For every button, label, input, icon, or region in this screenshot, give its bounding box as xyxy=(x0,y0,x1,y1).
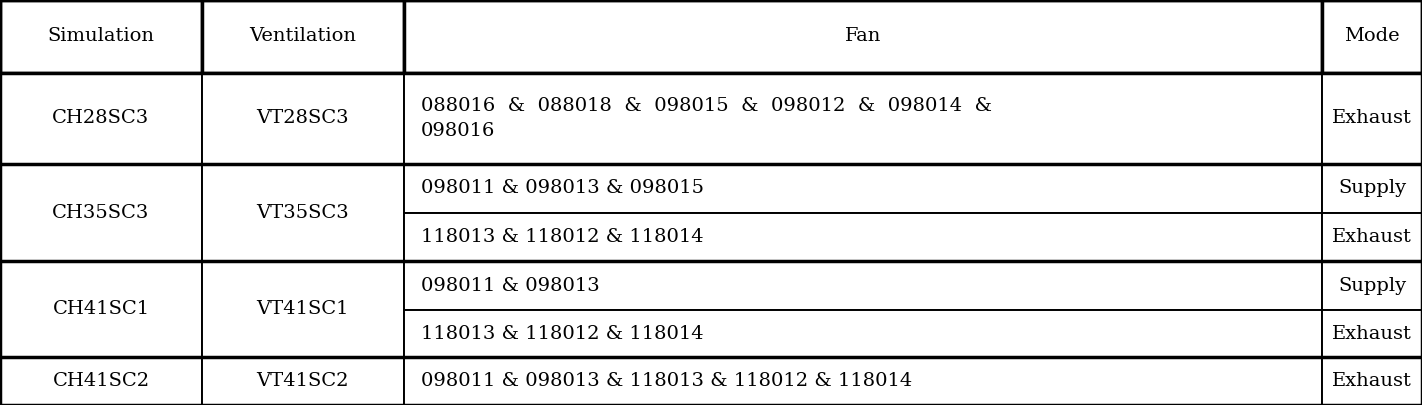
Bar xyxy=(0,357,202,405)
Bar xyxy=(1322,164,1422,213)
Bar xyxy=(404,357,1322,405)
Text: VT41SC1: VT41SC1 xyxy=(256,300,350,318)
Text: Fan: Fan xyxy=(845,28,882,45)
Bar xyxy=(0,0,202,73)
Text: 098011 & 098013: 098011 & 098013 xyxy=(421,277,600,294)
Text: VT41SC2: VT41SC2 xyxy=(256,372,350,390)
Text: CH41SC1: CH41SC1 xyxy=(53,300,149,318)
Text: Mode: Mode xyxy=(1344,28,1401,45)
Bar xyxy=(202,357,404,405)
Bar xyxy=(404,310,1322,357)
Text: Supply: Supply xyxy=(1338,179,1406,197)
Text: 118013 & 118012 & 118014: 118013 & 118012 & 118014 xyxy=(421,228,704,246)
Text: Simulation: Simulation xyxy=(47,28,155,45)
Bar xyxy=(1322,73,1422,164)
Text: CH28SC3: CH28SC3 xyxy=(53,109,149,128)
Text: CH41SC2: CH41SC2 xyxy=(53,372,149,390)
Bar xyxy=(202,164,404,261)
Bar xyxy=(404,73,1322,164)
Text: Exhaust: Exhaust xyxy=(1332,228,1412,246)
Bar xyxy=(404,0,1322,73)
Text: Ventilation: Ventilation xyxy=(249,28,357,45)
Text: VT35SC3: VT35SC3 xyxy=(256,204,350,222)
Text: Supply: Supply xyxy=(1338,277,1406,294)
Text: 098011 & 098013 & 118013 & 118012 & 118014: 098011 & 098013 & 118013 & 118012 & 1180… xyxy=(421,372,912,390)
Bar xyxy=(0,164,202,261)
Bar xyxy=(1322,261,1422,310)
Bar xyxy=(404,261,1322,310)
Bar xyxy=(0,73,202,164)
Bar xyxy=(202,73,404,164)
Text: 088016  &  088018  &  098015  &  098012  &  098014  &
098016: 088016 & 088018 & 098015 & 098012 & 0980… xyxy=(421,97,993,140)
Text: Exhaust: Exhaust xyxy=(1332,324,1412,343)
Text: 118013 & 118012 & 118014: 118013 & 118012 & 118014 xyxy=(421,324,704,343)
Bar xyxy=(1322,310,1422,357)
Bar xyxy=(404,164,1322,213)
Text: Exhaust: Exhaust xyxy=(1332,372,1412,390)
Text: VT28SC3: VT28SC3 xyxy=(256,109,350,128)
Bar xyxy=(1322,213,1422,261)
Bar xyxy=(202,261,404,357)
Bar xyxy=(0,261,202,357)
Bar xyxy=(1322,0,1422,73)
Text: Exhaust: Exhaust xyxy=(1332,109,1412,128)
Bar xyxy=(1322,357,1422,405)
Bar xyxy=(404,213,1322,261)
Bar xyxy=(202,0,404,73)
Text: 098011 & 098013 & 098015: 098011 & 098013 & 098015 xyxy=(421,179,704,197)
Text: CH35SC3: CH35SC3 xyxy=(53,204,149,222)
